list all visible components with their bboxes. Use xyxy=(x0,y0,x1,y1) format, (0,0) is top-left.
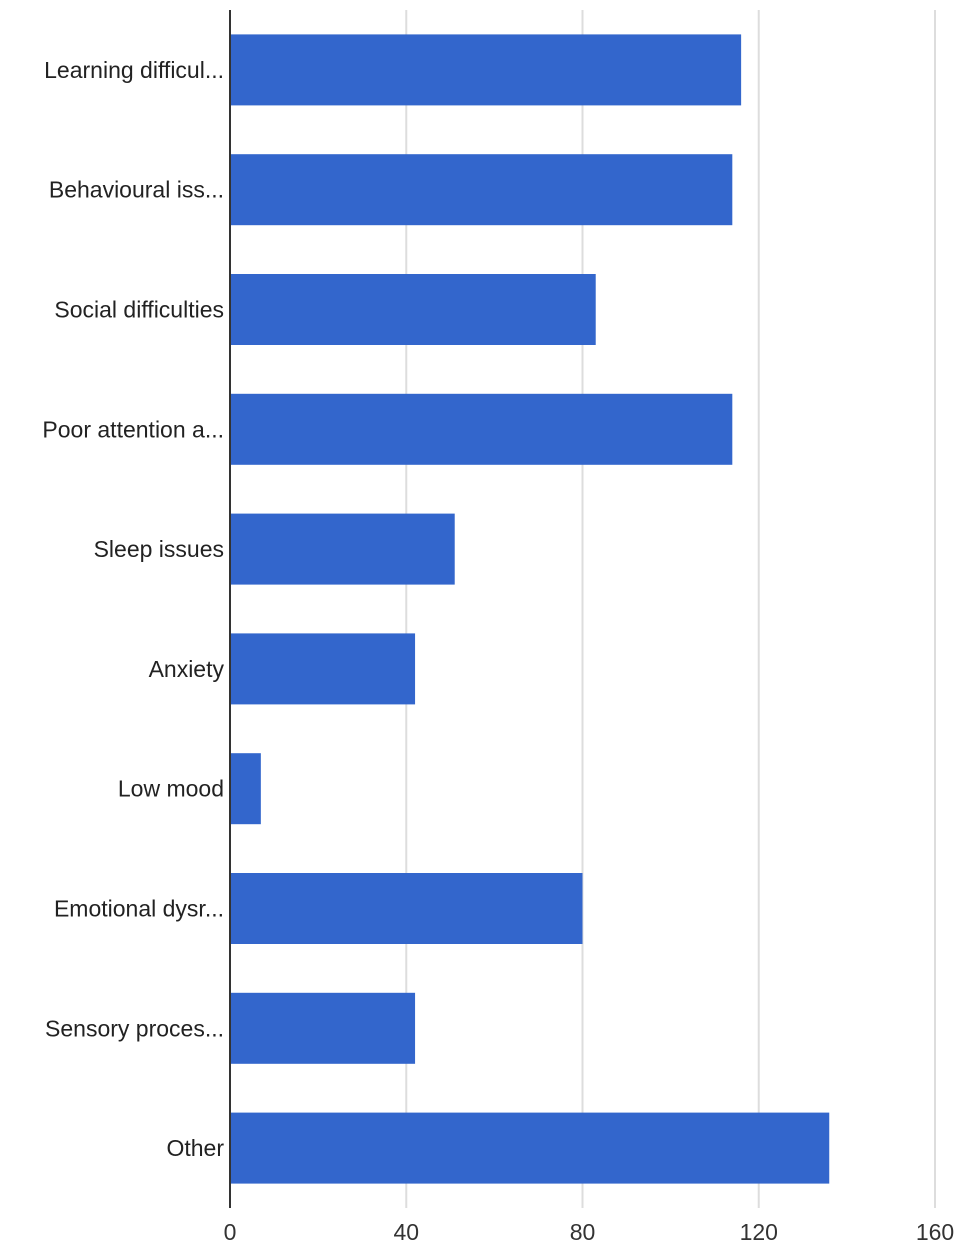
x-tick-label: 0 xyxy=(224,1219,237,1245)
category-label: Learning difficul... xyxy=(44,57,224,83)
category-label: Social difficulties xyxy=(54,297,224,323)
labels: 0 40 80 120 160 Learning difficul... Behaviour… xyxy=(42,57,954,1245)
bar xyxy=(230,1112,830,1184)
bar xyxy=(230,393,733,465)
category-label: Sensory proces... xyxy=(45,1015,224,1041)
bar xyxy=(230,274,596,345)
x-tick-label: 40 xyxy=(393,1219,419,1245)
bar xyxy=(230,34,742,106)
bar xyxy=(230,633,416,705)
bar xyxy=(230,154,733,226)
category-label: Anxiety xyxy=(149,656,225,682)
bar xyxy=(230,513,455,585)
category-label: Other xyxy=(166,1135,224,1161)
category-label: Low mood xyxy=(118,776,224,802)
x-tick-label: 160 xyxy=(916,1219,954,1245)
x-tick-label: 120 xyxy=(740,1219,778,1245)
bar xyxy=(230,992,416,1064)
x-tick-label: 80 xyxy=(570,1219,596,1245)
category-label: Emotional dysr... xyxy=(54,896,224,922)
bar xyxy=(230,873,583,944)
category-label: Poor attention a... xyxy=(42,416,224,442)
bars xyxy=(230,34,830,1184)
category-label: Sleep issues xyxy=(94,536,224,562)
category-label: Behavioural iss... xyxy=(49,177,224,203)
bar xyxy=(230,753,261,825)
